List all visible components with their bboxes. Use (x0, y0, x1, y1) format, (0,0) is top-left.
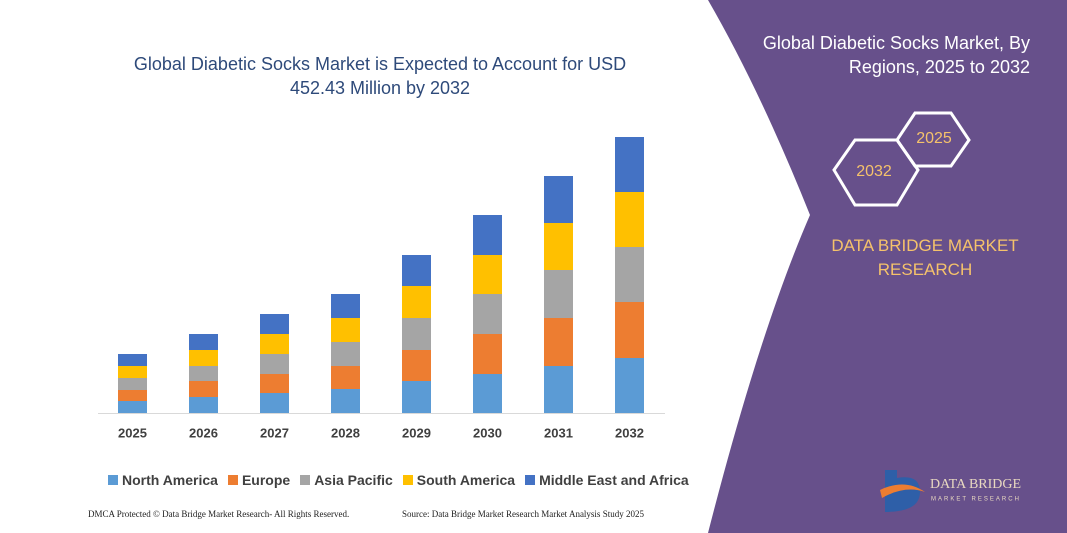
legend-item: Middle East and Africa (525, 472, 689, 488)
x-tick-label: 2032 (615, 425, 644, 440)
legend-item: North America (108, 472, 218, 488)
chart-title: Global Diabetic Socks Market is Expected… (133, 54, 627, 98)
legend-swatch (402, 475, 413, 485)
bar-segment (118, 366, 147, 378)
logo-text: DATA BRIDGE (930, 477, 1021, 492)
bar-segment (544, 366, 573, 413)
bar-segment (118, 401, 147, 413)
bar-segment (118, 378, 147, 390)
bar-segment (402, 350, 431, 381)
bar-segment (615, 192, 644, 247)
legend-label: Europe (241, 472, 291, 488)
x-tick-label: 2031 (544, 425, 573, 440)
bar-segment (260, 354, 289, 374)
hex-label: 2032 (856, 163, 892, 180)
bar-segment (544, 176, 573, 223)
bar-segment (331, 294, 360, 318)
footer-right: Source: Data Bridge Market Research Mark… (402, 509, 644, 519)
bar-segment (544, 270, 573, 318)
bar-segment (260, 314, 289, 334)
x-tick-label: 2028 (331, 425, 360, 440)
legend-swatch (300, 475, 311, 485)
x-tick-label: 2026 (189, 425, 218, 440)
side-title: Global Diabetic Socks Market, By Regions… (762, 33, 1030, 77)
legend: North America Europe Asia Pacific South Ame… (108, 472, 689, 488)
x-tick-label: 2027 (260, 425, 289, 440)
side-panel-bg (708, 0, 1067, 533)
bar-segment (402, 381, 431, 413)
x-tick-label: 2029 (402, 425, 431, 440)
legend-swatch (227, 475, 238, 485)
x-tick-label: 2025 (118, 425, 147, 440)
logo-subtext: MARKET RESEARCH (931, 497, 1021, 503)
logo: DATA BRIDGE MARKET RESEARCH (880, 470, 1021, 512)
bar-segment (402, 255, 431, 286)
bar-segment (189, 366, 218, 381)
bar-segment (473, 255, 502, 294)
brand-name: DATA BRIDGE MARKET RESEARCH (831, 236, 1019, 279)
bar-segment (402, 286, 431, 318)
footer-left: DMCA Protected © Data Bridge Market Rese… (88, 509, 350, 519)
legend-item: South America (402, 472, 516, 488)
bar-segment (189, 397, 218, 413)
bar-segment (331, 318, 360, 342)
bar-segment (473, 334, 502, 374)
bar-segment (473, 374, 502, 413)
hex-label: 2025 (916, 130, 952, 147)
legend-label: Asia Pacific (314, 472, 393, 488)
bar-segment (260, 374, 289, 393)
legend-item: Europe (227, 472, 291, 488)
legend-item: Asia Pacific (300, 472, 393, 488)
bar-segment (189, 350, 218, 366)
bar-segment (544, 223, 573, 270)
legend-label: South America (416, 472, 516, 488)
bar-segment (331, 389, 360, 413)
bar-segment (615, 358, 644, 413)
legend-label: Middle East and Africa (539, 472, 689, 488)
bar-segment (331, 366, 360, 389)
legend-swatch (525, 475, 536, 485)
bar-segment (544, 318, 573, 366)
legend-swatch (108, 475, 118, 485)
bar-segment (473, 215, 502, 255)
bar-segment (615, 137, 644, 192)
legend-label: North America (122, 472, 218, 488)
bar-segment (402, 318, 431, 350)
bar-segment (260, 334, 289, 354)
bar-segment (189, 381, 218, 397)
bar-segment (331, 342, 360, 366)
bar-segment (118, 354, 147, 366)
hexagon (895, 111, 971, 168)
x-tick-label: 2030 (473, 425, 502, 440)
bar-segment (118, 390, 147, 401)
bar-segment (615, 302, 644, 358)
bar-segment (189, 334, 218, 350)
bar-segment (615, 247, 644, 302)
bar-segment (473, 294, 502, 334)
bar-segment (260, 393, 289, 413)
